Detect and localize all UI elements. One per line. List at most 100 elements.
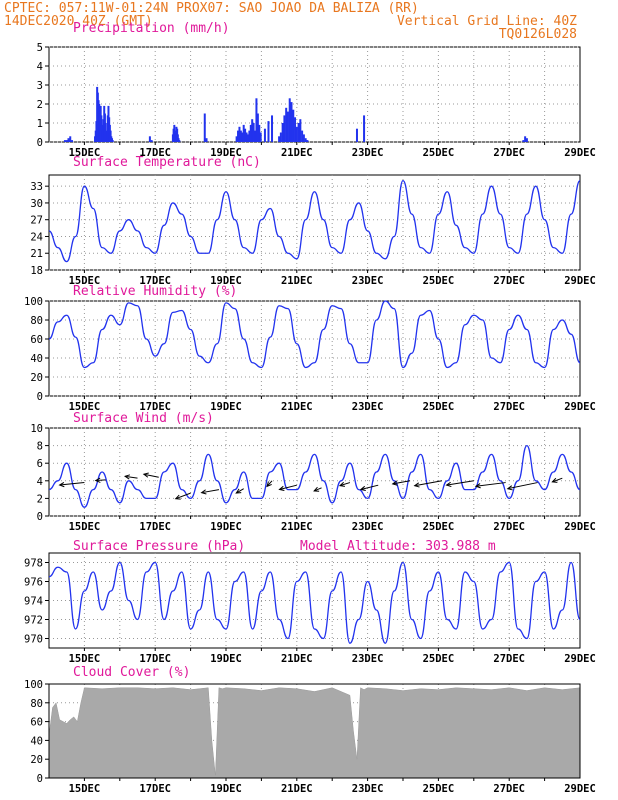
precip-bar <box>67 138 70 142</box>
x-tick-label: 29DEC <box>564 783 596 795</box>
precip-bar <box>251 119 254 142</box>
panel-cloud: 0 20 40 60 80 100 15DEC 17DEC 19DEC 21DEC 23DEC 25D… <box>24 665 596 795</box>
x-tick-label: 19DEC <box>210 401 242 413</box>
y-tick-label: 60 <box>30 717 43 729</box>
y-tick-label: 100 <box>24 296 43 308</box>
cloud-cover-area <box>48 687 581 779</box>
precip-bar <box>302 134 305 142</box>
wind-vector-shaft <box>95 479 106 482</box>
panel-title: Relative Humidity (%) <box>73 284 237 299</box>
precip-bar <box>255 98 258 142</box>
precip-bar <box>237 130 240 142</box>
precip-bar <box>301 130 304 142</box>
precip-bar <box>254 130 257 142</box>
y-tick-label: 1 <box>37 118 43 130</box>
y-tick-label: 0 <box>37 773 43 785</box>
wind-vector-shaft <box>59 482 85 486</box>
wind-vector-shaft <box>414 480 443 487</box>
wind-vector-head <box>445 481 452 488</box>
y-tick-label: 2 <box>37 99 43 111</box>
x-tick-label: 17DEC <box>139 521 171 533</box>
panel-title: Surface Wind (m/s) <box>73 411 214 426</box>
precip-bar <box>244 128 247 142</box>
x-tick-label: 21DEC <box>281 401 313 413</box>
precip-bar <box>248 130 251 142</box>
wind-vector-head <box>474 483 481 489</box>
y-tick-label: 978 <box>24 558 43 570</box>
x-tick-label: 15DEC <box>69 401 101 413</box>
wind-vector-shaft <box>266 480 273 487</box>
y-tick-label: 80 <box>30 698 43 710</box>
precip-bar <box>292 109 295 142</box>
y-tick-label: 40 <box>30 353 43 365</box>
wind-vector-shaft <box>279 484 297 490</box>
wind-vector-shaft <box>175 492 191 500</box>
x-tick-label: 25DEC <box>423 401 455 413</box>
x-tick-label: 23DEC <box>352 783 384 795</box>
x-tick-label: 17DEC <box>139 401 171 413</box>
wind-vector-shaft <box>236 488 244 494</box>
y-tick-label: 6 <box>37 458 43 470</box>
precip-bar <box>295 126 298 142</box>
plot-frame <box>48 300 581 397</box>
y-tick-label: 18 <box>30 265 43 277</box>
x-tick-label: 19DEC <box>210 521 242 533</box>
panel-extra-label: Model Altitude: 303.988 m <box>300 539 496 554</box>
wind-vector-shaft <box>201 489 220 494</box>
y-tick-label: 974 <box>24 596 43 608</box>
precip-bar <box>148 136 151 142</box>
wind-vector-head <box>338 481 346 487</box>
precip-bar <box>281 123 284 142</box>
precip-bar <box>285 107 288 142</box>
precip-bar <box>299 119 302 142</box>
panel-temp: 18 21 24 27 30 33 15DEC 17DEC 19DEC 21DEC 23DEC 25D… <box>30 155 595 287</box>
wind-vector-head <box>359 485 366 492</box>
y-tick-label: 0 <box>37 137 43 149</box>
wind-vector-shaft <box>313 487 322 492</box>
precip-bar <box>65 140 68 142</box>
temp-series-line <box>48 179 581 263</box>
x-tick-label: 15DEC <box>69 275 101 287</box>
header-location: CPTEC: 057:11W-01:24N PROX07: SAO JOAO D… <box>4 1 419 16</box>
wind-vector-shaft <box>143 473 159 478</box>
y-tick-label: 972 <box>24 615 43 627</box>
precip-bar <box>267 121 270 142</box>
header-grid-line: Vertical Grid Line: 40Z <box>397 14 577 29</box>
y-tick-label: 8 <box>37 441 43 453</box>
precip-bar <box>69 136 72 142</box>
wind-vector-shaft <box>446 480 474 486</box>
precip-bar <box>256 113 259 142</box>
y-tick-label: 20 <box>30 754 43 766</box>
wind-vector-shaft <box>552 477 563 483</box>
y-tick-label: 970 <box>24 634 43 646</box>
precip-bar <box>111 140 114 142</box>
precip-bar <box>245 132 248 142</box>
wind-vector-head <box>58 481 65 488</box>
x-tick-label: 23DEC <box>352 147 384 159</box>
precip-bar <box>283 115 286 142</box>
precip-bar <box>304 138 307 142</box>
x-tick-label: 25DEC <box>423 653 455 665</box>
plot-frame <box>48 427 581 517</box>
y-tick-label: 976 <box>24 577 43 589</box>
precip-bar <box>71 140 74 142</box>
wind-vector-shaft <box>125 475 138 479</box>
precip-bar <box>235 136 238 142</box>
x-tick-label: 19DEC <box>210 653 242 665</box>
y-tick-label: 100 <box>24 679 43 691</box>
precip-bar <box>239 130 242 142</box>
x-tick-label: 29DEC <box>564 521 596 533</box>
precip-bar <box>294 117 297 142</box>
wind-vector-head <box>391 480 398 486</box>
panels-group: 0 1 2 3 4 5 15DEC 17DEC 19DEC 21DEC 23DEC 25DEC 27DE… <box>24 21 596 795</box>
y-tick-label: 60 <box>30 334 43 346</box>
precip-bar <box>246 134 249 142</box>
wind-vector-head <box>94 477 101 483</box>
precip-bar <box>286 111 289 142</box>
pres-series-line <box>48 561 581 644</box>
panel-pres: 970 972 974 976 978 15DEC 17DEC 19DEC 21DEC 23DEC… <box>24 539 596 665</box>
precip-bar <box>279 132 282 142</box>
panel-title: Cloud Cover (%) <box>73 665 190 680</box>
x-tick-label: 21DEC <box>281 275 313 287</box>
precip-bar <box>355 128 358 142</box>
